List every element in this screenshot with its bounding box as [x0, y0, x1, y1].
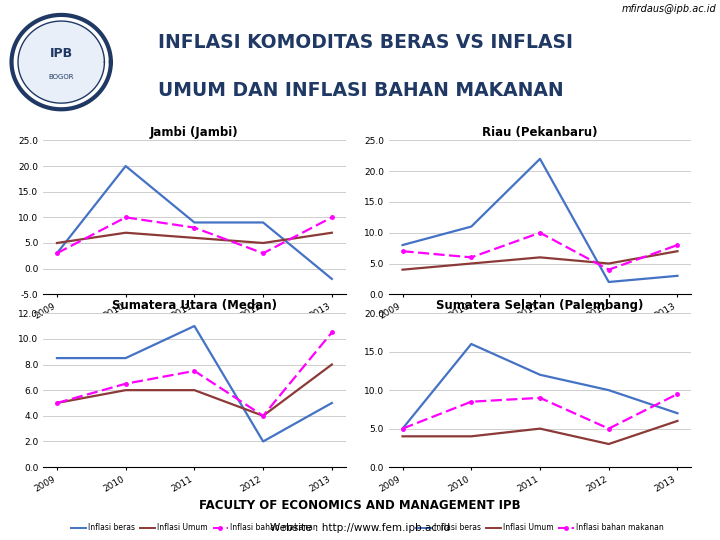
Title: Sumatera Selatan (Palembang): Sumatera Selatan (Palembang) — [436, 299, 644, 312]
Title: Sumatera Utara (Medan): Sumatera Utara (Medan) — [112, 299, 277, 312]
Legend: Inflasi beras, Inflasi Umum, Inflasi bahan makanan: Inflasi beras, Inflasi Umum, Inflasi bah… — [413, 520, 667, 535]
Legend: Inflasi beras, Inflasi Umum, Inflasi bahan makanan: Inflasi beras, Inflasi Umum, Inflasi bah… — [68, 347, 321, 362]
Text: mfirdaus@ipb.ac.id: mfirdaus@ipb.ac.id — [621, 4, 716, 14]
Title: Jambi (Jambi): Jambi (Jambi) — [150, 126, 239, 139]
Text: IPB: IPB — [50, 48, 73, 60]
Text: UMUM DAN INFLASI BAHAN MAKANAN: UMUM DAN INFLASI BAHAN MAKANAN — [158, 81, 564, 100]
Polygon shape — [19, 22, 104, 102]
Title: Riau (Pekanbaru): Riau (Pekanbaru) — [482, 126, 598, 139]
Text: FACULTY OF ECONOMICS AND MANAGEMENT IPB: FACULTY OF ECONOMICS AND MANAGEMENT IPB — [199, 498, 521, 511]
Legend: Inflasi beras, Inflasi Umum, Inflasi bahan makanan: Inflasi beras, Inflasi Umum, Inflasi bah… — [413, 347, 667, 362]
Text: INFLASI KOMODITAS BERAS VS INFLASI: INFLASI KOMODITAS BERAS VS INFLASI — [158, 33, 573, 52]
Text: Website : http://www.fem.ipb.ac.id: Website : http://www.fem.ipb.ac.id — [270, 523, 450, 533]
Legend: Inflasi beras, Inflasi Umum, Inflasi bahan makanan: Inflasi beras, Inflasi Umum, Inflasi bah… — [68, 520, 321, 535]
Text: BOGOR: BOGOR — [48, 75, 74, 80]
